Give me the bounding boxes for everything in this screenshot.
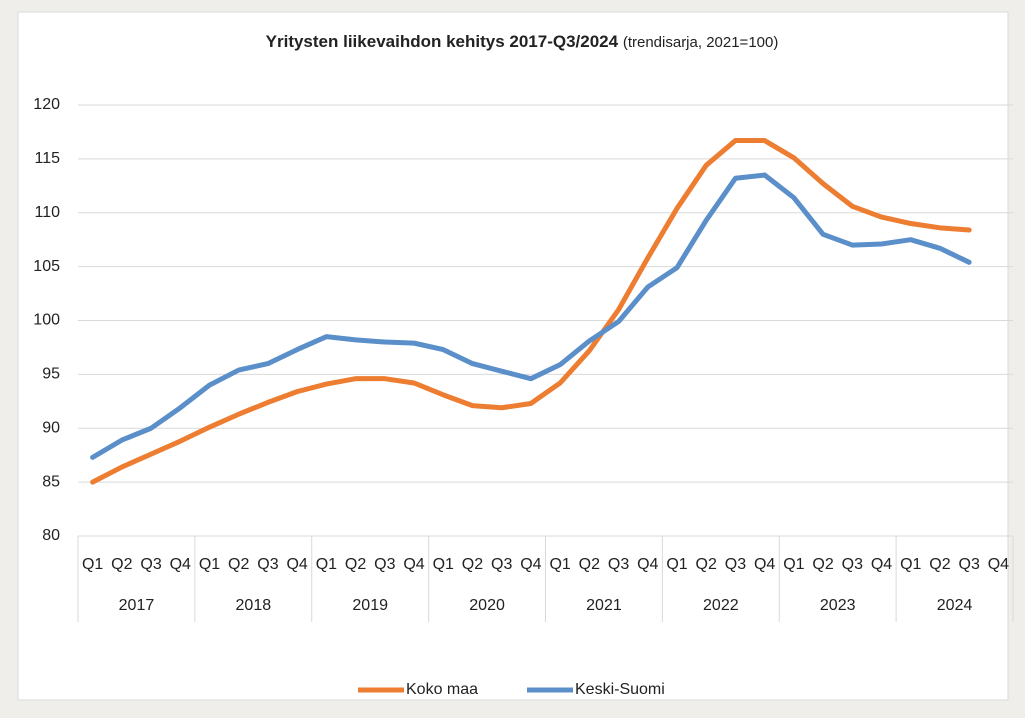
x-tick-label: Q3 [725,556,746,573]
series-line [90,138,972,485]
x-group-label: 2018 [236,597,272,614]
x-tick-label: Q1 [316,556,337,573]
x-tick-label: Q3 [140,556,161,573]
x-tick-label: Q4 [988,556,1009,573]
x-tick-label: Q4 [520,556,541,573]
y-tick-label: 100 [33,312,60,329]
x-tick-label: Q1 [783,556,804,573]
x-group-label: 2021 [586,597,622,614]
x-group-label: 2023 [820,597,856,614]
x-tick-label: Q4 [170,556,191,573]
y-tick-label: 105 [33,258,60,275]
y-tick-label: 85 [42,473,60,490]
x-tick-label: Q3 [608,556,629,573]
x-tick-label: Q4 [286,556,307,573]
x-tick-label: Q2 [929,556,950,573]
x-tick-label: Q4 [754,556,775,573]
x-tick-label: Q3 [374,556,395,573]
x-tick-label: Q3 [959,556,980,573]
y-tick-label: 115 [34,150,60,167]
title: Yritysten liikevaihdon kehitys 2017-Q3/2… [266,32,619,51]
series-line [90,172,972,460]
x-tick-label: Q2 [228,556,249,573]
y-tick-label: 110 [34,204,60,221]
x-tick-label: Q2 [462,556,483,573]
legend-label: Koko maa [406,681,478,698]
x-group-label: 2019 [352,597,388,614]
x-tick-label: Q2 [812,556,833,573]
x-tick-label: Q3 [842,556,863,573]
x-tick-label: Q4 [637,556,658,573]
y-tick-label: 95 [42,366,60,383]
x-tick-label: Q2 [696,556,717,573]
x-tick-label: Q2 [111,556,132,573]
x-tick-label: Q1 [199,556,220,573]
x-group-label: 2022 [703,597,739,614]
y-tick-label: 90 [42,419,60,436]
x-tick-label: Q2 [579,556,600,573]
chart-title: Yritysten liikevaihdon kehitys 2017-Q3/2… [266,32,779,51]
x-tick-label: Q1 [900,556,921,573]
chart-panel [17,11,1009,701]
x-tick-label: Q3 [257,556,278,573]
x-tick-label: Q1 [433,556,454,573]
x-tick-label: Q3 [491,556,512,573]
x-tick-label: Q1 [666,556,687,573]
x-tick-label: Q1 [549,556,570,573]
x-tick-label: Q1 [82,556,103,573]
x-tick-label: Q4 [871,556,892,573]
x-group-label: 2024 [937,597,973,614]
y-tick-label: 120 [33,96,60,113]
x-tick-label: Q4 [403,556,424,573]
subtitle: (trendisarja, 2021=100) [623,34,779,51]
x-group-label: 2017 [119,597,155,614]
legend-label: Keski-Suomi [575,681,665,698]
x-group-label: 2020 [469,597,505,614]
x-tick-label: Q2 [345,556,366,573]
y-tick-label: 80 [42,527,60,544]
